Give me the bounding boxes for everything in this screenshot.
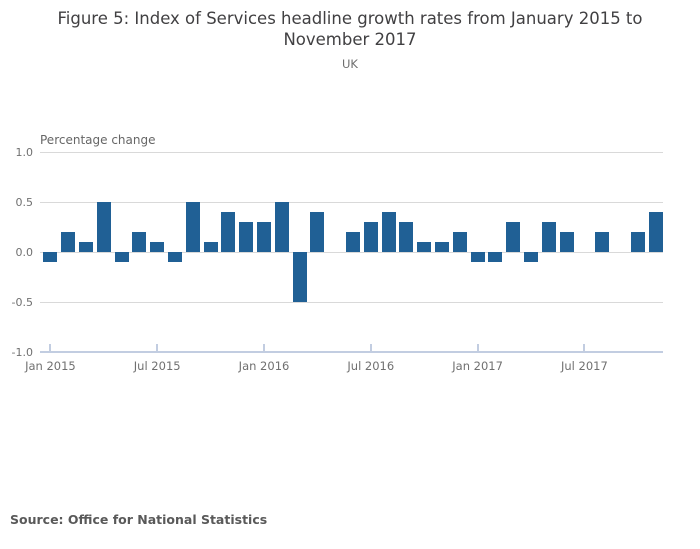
- y-axis-tick-label: -0.5: [11, 295, 33, 309]
- y-axis-tick-label: 1.0: [15, 145, 34, 159]
- bar-may-2015[interactable]: [114, 252, 129, 262]
- x-axis-label: Jan 2016: [238, 359, 290, 373]
- bar-jan-2015[interactable]: [43, 252, 58, 262]
- bar-feb-2015[interactable]: [61, 232, 76, 252]
- bar-nov-2015[interactable]: [221, 212, 236, 252]
- x-axis-tick: [369, 344, 372, 351]
- bar-may-2017[interactable]: [541, 222, 556, 252]
- x-axis-tick: [156, 344, 159, 351]
- bar-nov-2017[interactable]: [648, 212, 663, 252]
- bar-apr-2017[interactable]: [524, 252, 538, 262]
- x-axis-tick: [583, 344, 586, 351]
- x-axis-label: Jul 2015: [133, 359, 181, 373]
- bar-mar-2015[interactable]: [79, 242, 93, 252]
- bar-dec-2016[interactable]: [452, 232, 467, 252]
- bar-sep-2016[interactable]: [399, 222, 414, 252]
- bar-jun-2015[interactable]: [132, 232, 147, 252]
- bar-apr-2016[interactable]: [310, 212, 325, 252]
- bar-oct-2015[interactable]: [203, 242, 218, 252]
- x-axis-tick: [263, 344, 265, 351]
- x-axis-label: Jan 2015: [25, 359, 76, 373]
- chart-title: Figure 5: Index of Services headline gro…: [57, 9, 643, 50]
- x-axis-label: Jul 2017: [560, 359, 608, 373]
- x-axis-label: Jan 2017: [452, 359, 503, 373]
- bar-oct-2017[interactable]: [630, 232, 645, 252]
- bar-aug-2016[interactable]: [381, 212, 396, 252]
- bar-feb-2017[interactable]: [488, 252, 503, 262]
- gridline: [40, 252, 663, 253]
- gridline: [40, 152, 663, 153]
- bar-aug-2015[interactable]: [168, 252, 182, 262]
- x-axis-label: Jul 2016: [347, 359, 395, 373]
- bar-jun-2016[interactable]: [346, 232, 360, 252]
- bar-jul-2015[interactable]: [150, 242, 165, 252]
- x-axis-tick: [476, 344, 479, 351]
- bar-jan-2016[interactable]: [257, 222, 271, 252]
- bar-feb-2016[interactable]: [274, 202, 289, 252]
- bar-jun-2017[interactable]: [559, 232, 574, 252]
- y-axis-title: Percentage change: [40, 133, 156, 147]
- bar-jan-2017[interactable]: [470, 252, 485, 262]
- y-axis-tick-label: -1.0: [11, 345, 33, 359]
- bar-dec-2015[interactable]: [239, 222, 254, 252]
- bar-mar-2016[interactable]: [292, 252, 307, 302]
- y-axis-tick-label: 0.5: [15, 195, 34, 209]
- bar-jul-2016[interactable]: [363, 222, 378, 252]
- bar-mar-2017[interactable]: [506, 222, 521, 252]
- y-axis-tick-label: 0.0: [15, 245, 34, 259]
- bar-oct-2016[interactable]: [417, 242, 432, 252]
- bar-apr-2015[interactable]: [96, 202, 111, 252]
- plot-area: 1.0 0.5 0.0 -0.5 -1.0 Jan 2015 Jul 2015 Jan 201…: [12, 146, 663, 373]
- source-note: Source: Office for National Statistics: [10, 512, 268, 527]
- bar-nov-2016[interactable]: [435, 242, 449, 252]
- gridline: [40, 202, 663, 203]
- bar-sep-2015[interactable]: [185, 202, 200, 252]
- x-axis-line: [40, 351, 663, 353]
- chart-subtitle: UK: [342, 57, 358, 71]
- bar-aug-2017[interactable]: [595, 232, 610, 252]
- x-axis-tick: [49, 344, 52, 351]
- gridline: [40, 302, 663, 303]
